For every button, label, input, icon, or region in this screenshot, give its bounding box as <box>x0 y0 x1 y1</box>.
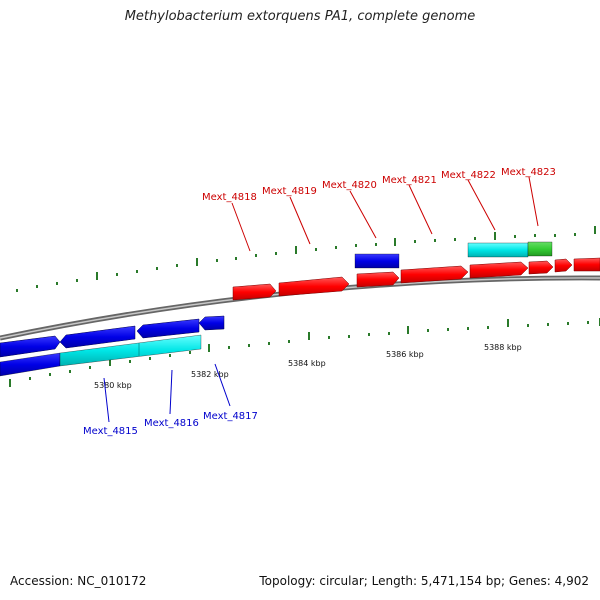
gene-arrow[interactable] <box>59 325 136 349</box>
gene-arrow[interactable] <box>136 318 200 339</box>
gene-label-forward[interactable]: Mext_4821 <box>382 175 437 186</box>
gene-arrow[interactable] <box>232 283 277 301</box>
gene-label-reverse[interactable]: Mext_4816 <box>144 418 199 429</box>
gene-label-reverse[interactable]: Mext_4817 <box>203 411 258 422</box>
gene-label-forward[interactable]: Mext_4822 <box>441 170 496 181</box>
gene-arrow[interactable] <box>528 260 554 275</box>
gene-arrow[interactable] <box>278 276 350 297</box>
feature-block[interactable] <box>0 352 61 377</box>
scale-label: 5382 kbp <box>191 370 229 379</box>
gene-arrow[interactable] <box>573 257 600 272</box>
upper-tick-track <box>16 226 596 292</box>
gene-arrow[interactable] <box>554 258 573 273</box>
scale-label: 5388 kbp <box>484 343 522 352</box>
scale-label: 5386 kbp <box>386 350 424 359</box>
accession-label: Accession: NC_010172 <box>10 574 147 588</box>
scale-label: 5380 kbp <box>94 381 132 390</box>
feature-block[interactable] <box>59 334 202 367</box>
map-title: Methylobacterium extorquens PA1, complet… <box>124 9 476 24</box>
reverse-genes <box>0 315 225 358</box>
gene-label-reverse[interactable]: Mext_4815 <box>83 426 138 437</box>
gene-arrow[interactable] <box>0 335 61 358</box>
gene-label-forward[interactable]: Mext_4819 <box>262 186 317 197</box>
upper-feature-track <box>354 241 553 269</box>
gene-arrow[interactable] <box>400 265 469 284</box>
scale-labels: 5380 kbp 5382 kbp 5384 kbp 5386 kbp 5388… <box>94 343 522 390</box>
genome-summary-label: Topology: circular; Length: 5,471,154 bp… <box>259 574 589 588</box>
forward-genes <box>232 257 600 301</box>
feature-block[interactable] <box>527 241 553 257</box>
gene-label-forward[interactable]: Mext_4820 <box>322 180 377 191</box>
gene-arrow[interactable] <box>198 315 225 331</box>
feature-block[interactable] <box>354 253 400 269</box>
scale-label: 5384 kbp <box>288 359 326 368</box>
gene-label-forward[interactable]: Mext_4823 <box>501 167 556 178</box>
gene-label-forward[interactable]: Mext_4818 <box>202 192 257 203</box>
gene-arrow[interactable] <box>356 271 400 288</box>
lower-feature-track <box>0 334 202 377</box>
feature-block[interactable] <box>467 242 529 258</box>
reverse-gene-labels: Mext_4815 Mext_4816 Mext_4817 <box>83 363 258 437</box>
gene-arrow[interactable] <box>469 261 529 279</box>
forward-gene-labels: Mext_4818 Mext_4819 Mext_4820 Mext_4821 … <box>202 167 556 252</box>
